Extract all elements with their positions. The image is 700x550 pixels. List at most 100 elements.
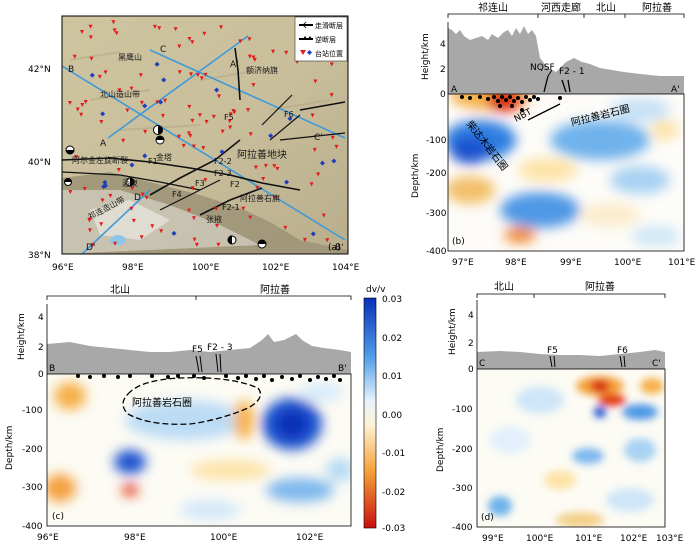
- d-faults: [549, 355, 626, 368]
- station-marker: [82, 186, 87, 191]
- fault-label-F4: F4: [172, 190, 182, 199]
- panel-d-label: (d): [481, 513, 494, 523]
- station-marker: [150, 224, 155, 229]
- end-B: B: [68, 65, 74, 75]
- c-height-label: Height/km: [17, 313, 27, 360]
- colorbar-title: dv/v: [366, 285, 386, 295]
- station-marker: [309, 182, 314, 187]
- b-axes: 0 2 4 Height/km -100 -200 -300 -400 Dept…: [411, 22, 696, 268]
- station-marker: [255, 185, 260, 190]
- panel-a-axes: 42°N 40°N 38°N 96°E 98°E 100°E 102°E 104…: [28, 65, 360, 273]
- station-marker: [275, 166, 280, 171]
- station-marker: [130, 186, 135, 191]
- cbar-tick-3: 0.00: [382, 411, 402, 421]
- fault-label-F5: F5: [224, 113, 234, 122]
- c-dtick-300: -300: [22, 483, 43, 493]
- station-marker: [321, 213, 326, 218]
- station-marker: [188, 133, 193, 138]
- label-altyn-fault: 阿尔金左旋断裂: [72, 155, 128, 165]
- station-marker: [87, 218, 92, 223]
- d-xtick-103: 103°E: [656, 534, 684, 544]
- station-blue-marker: [268, 133, 274, 139]
- c-htick-4: 4: [38, 313, 44, 323]
- colorbar: dv/v 0.03 0.02 0.01 0.00 -0.01 -0.02 -0.…: [363, 285, 405, 534]
- b-xtick-97: 97°E: [452, 258, 474, 268]
- cbar-tick-4: -0.01: [382, 449, 405, 459]
- station-marker: [334, 144, 339, 149]
- station-marker: [140, 192, 145, 197]
- station-marker: [204, 119, 209, 124]
- station-marker: [144, 195, 149, 200]
- station-marker: [241, 206, 246, 211]
- station-marker: [176, 134, 181, 139]
- c-fault-f2-3: F2 - 3: [207, 343, 233, 353]
- station-marker: [329, 93, 334, 98]
- a-ytick-38: 38°N: [28, 251, 51, 261]
- c-end-B-prime: B': [338, 364, 347, 374]
- station-marker: [111, 20, 116, 25]
- label-jintai: 金塔: [156, 152, 172, 162]
- station-marker: [271, 49, 276, 54]
- d-topography: [477, 350, 665, 369]
- station-marker: [252, 57, 257, 62]
- station-marker: [108, 193, 113, 198]
- station-blue-marker: [214, 87, 220, 93]
- a-ytick-40: 40°N: [28, 158, 51, 168]
- station-blue-marker: [154, 61, 160, 67]
- station-marker: [215, 223, 220, 228]
- station-marker: [159, 229, 164, 234]
- station-marker: [181, 143, 186, 148]
- station-blue-marker: [171, 230, 177, 236]
- d-region-header: 北山 阿拉善: [476, 280, 666, 298]
- station-marker: [83, 100, 88, 105]
- b-region-1: 河西走廊: [541, 1, 581, 14]
- label-zhangye: 张掖: [206, 214, 222, 224]
- b-fault-f2-1: F2 - 1: [559, 67, 585, 77]
- station-marker: [227, 119, 232, 124]
- station-marker: [190, 40, 195, 45]
- profile-A: [107, 35, 249, 139]
- d-dtick-200: -200: [452, 445, 473, 455]
- station-marker: [116, 167, 121, 172]
- station-marker: [114, 31, 119, 36]
- station-marker: [238, 39, 243, 44]
- station-marker: [138, 73, 143, 78]
- label-alxa-block: 阿拉善地块: [237, 148, 287, 161]
- b-dtick-400: -400: [426, 247, 447, 257]
- fault-label-F1: F1: [148, 157, 158, 166]
- c-depth-label: Depth/km: [5, 426, 15, 470]
- station-marker: [302, 237, 307, 242]
- c-velocity-section: [47, 374, 351, 526]
- station-marker: [283, 225, 288, 230]
- station-marker: [263, 163, 268, 168]
- station-marker: [129, 206, 134, 211]
- station-marker: [203, 178, 208, 183]
- station-marker: [143, 129, 148, 134]
- profile-lines: [62, 35, 346, 254]
- station-marker: [74, 155, 79, 160]
- colorbar-ramp: [363, 297, 377, 529]
- b-region-0: 祁连山: [478, 1, 508, 14]
- d-xtick-101: 101°E: [575, 534, 603, 544]
- station-marker: [273, 196, 278, 201]
- d-axes: 0 2 4 Height/km -100 -200 -300 -400 Dept…: [436, 300, 684, 544]
- b-earthquakes: [460, 95, 562, 112]
- station-marker: [228, 112, 233, 117]
- station-blue-marker: [102, 183, 108, 189]
- station-marker: [113, 241, 118, 246]
- fault-F2: [149, 139, 241, 196]
- station-marker: [192, 237, 197, 242]
- end-C: C: [160, 45, 166, 55]
- station-marker: [216, 94, 221, 99]
- station-marker: [325, 238, 330, 243]
- label-ejina: 额济纳旗: [246, 65, 278, 75]
- b-dtick-300: -300: [426, 209, 447, 219]
- c-fault-f5: F5: [192, 345, 203, 355]
- panel-c-label: (c): [52, 512, 64, 522]
- b-height-label: Height/km: [421, 33, 431, 80]
- station-marker: [139, 100, 144, 105]
- station-marker: [89, 56, 94, 61]
- label-jiuquan: 酒泉: [122, 178, 138, 188]
- b-dtick-100: -100: [426, 136, 447, 146]
